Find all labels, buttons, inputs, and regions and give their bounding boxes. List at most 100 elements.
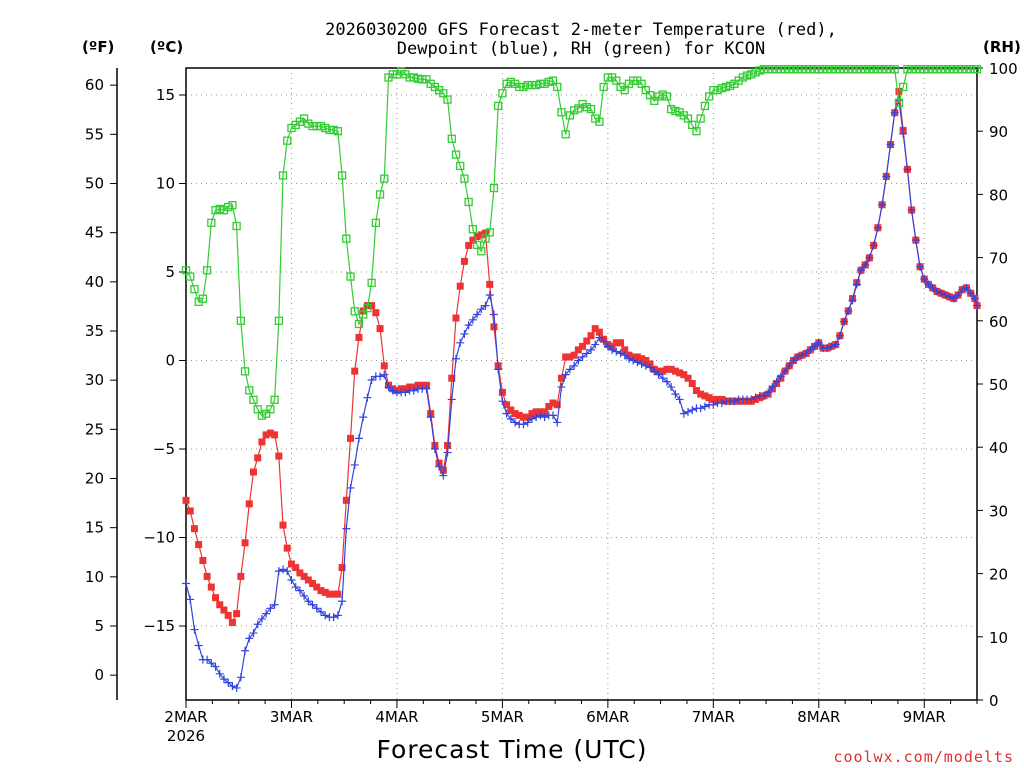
dewpoint-point — [401, 388, 410, 397]
dewpoint-point — [203, 655, 212, 664]
temperature-point — [275, 452, 283, 460]
rh-point — [629, 76, 638, 85]
dewpoint-point — [224, 678, 233, 687]
rh-point — [780, 65, 790, 74]
dewpoint-point — [835, 331, 844, 340]
dewpoint-point — [869, 241, 878, 250]
dewpoint-point — [852, 280, 861, 289]
temperature-point — [190, 525, 198, 533]
rh-point — [726, 81, 735, 90]
dewpoint-point — [620, 351, 629, 360]
dewpoint-point — [844, 306, 853, 315]
rh-point — [215, 204, 224, 214]
dewpoint-point — [553, 418, 562, 427]
rh-point — [371, 218, 380, 227]
temperature-point — [262, 431, 270, 439]
rh-point — [375, 190, 385, 199]
dewpoint-point — [439, 471, 448, 480]
dewpoint-point — [304, 597, 313, 606]
chart-title-line-1: 2026030200 GFS Forecast 2-meter Temperat… — [325, 20, 837, 40]
temperature-point — [541, 408, 549, 416]
dewpoint-point — [911, 236, 920, 245]
temperature-point — [224, 611, 232, 619]
dewpoint-point — [709, 400, 718, 409]
rh-point — [972, 65, 982, 74]
rh-point — [531, 80, 541, 90]
dewpoint-point — [300, 591, 309, 600]
temperature-point — [266, 429, 274, 437]
dewpoint-point — [473, 310, 482, 319]
dewpoint-point — [236, 673, 245, 682]
rh-point — [704, 92, 714, 101]
dewpoint-point — [574, 356, 583, 365]
fahrenheit-tick-label: 0 — [94, 666, 104, 684]
rh-point — [721, 82, 731, 92]
temperature-point — [663, 365, 671, 373]
x-tick-label: 4MAR — [375, 708, 418, 726]
dewpoint-point — [751, 393, 760, 402]
dewpoint-point — [338, 597, 347, 606]
dewpoint-point — [274, 567, 283, 576]
dewpoint-point — [793, 352, 802, 361]
dewpoint-point — [920, 275, 929, 284]
temperature-point — [705, 394, 713, 402]
temperature-point — [448, 374, 456, 382]
dewpoint-point — [426, 413, 435, 422]
dewpoint-point — [916, 262, 925, 271]
fahrenheit-tick-label: 20 — [85, 470, 104, 488]
dewpoint-point — [549, 411, 558, 420]
temperature-point — [617, 339, 625, 347]
temperature-point — [309, 580, 317, 588]
rh-point — [793, 65, 802, 74]
temperature-point — [528, 410, 536, 418]
temperature-point — [228, 618, 236, 626]
rh-point — [852, 65, 861, 74]
rh-point — [316, 121, 326, 131]
rh-point — [738, 73, 748, 82]
rh-tick-label: 100 — [989, 60, 1018, 78]
rh-tick-label: 30 — [989, 502, 1008, 520]
temperature-point — [338, 564, 346, 572]
rh-tick-label: 80 — [989, 186, 1008, 204]
dewpoint-point — [376, 372, 385, 381]
rh-tick-label: 70 — [989, 250, 1008, 268]
temperature-point — [300, 572, 308, 580]
rh-point — [472, 240, 482, 250]
dewpoint-point — [481, 301, 490, 310]
rh-point — [249, 395, 258, 404]
rh-point — [337, 171, 347, 180]
rh-point — [262, 409, 271, 418]
rh-point — [236, 316, 245, 325]
temperature-point — [515, 411, 523, 419]
dewpoint-point — [810, 342, 819, 351]
dewpoint-point — [443, 448, 452, 457]
temperature-point — [507, 406, 515, 414]
rh-point — [451, 150, 461, 159]
credit-link[interactable]: coolwx.com/modelts — [833, 748, 1014, 766]
dewpoint-point — [865, 253, 874, 262]
dewpoint-point — [190, 625, 199, 634]
rh-point — [527, 80, 537, 90]
rh-point — [409, 73, 418, 82]
rh-point — [658, 90, 667, 99]
dewpoint-point — [641, 361, 650, 370]
temperature-point — [587, 332, 595, 340]
dewpoint-point — [380, 370, 389, 379]
celsius-tick-label: 10 — [156, 175, 175, 193]
dewpoint-point — [802, 349, 811, 358]
temperature-point — [258, 438, 266, 446]
rh-point — [911, 65, 920, 74]
plot-frame — [185, 67, 978, 701]
temperature-point — [473, 233, 481, 241]
rh-point — [456, 161, 465, 171]
rh-point — [270, 395, 279, 404]
dewpoint-point — [266, 604, 275, 613]
dewpoint-point — [785, 361, 794, 370]
temperature-point — [380, 362, 388, 370]
temperature-point — [220, 606, 228, 614]
rh-point — [232, 221, 241, 231]
x-tick-sublabel: 2026 — [167, 727, 205, 745]
rh-point — [519, 82, 528, 92]
dewpoint-point — [194, 641, 203, 650]
rh-point — [477, 247, 486, 256]
